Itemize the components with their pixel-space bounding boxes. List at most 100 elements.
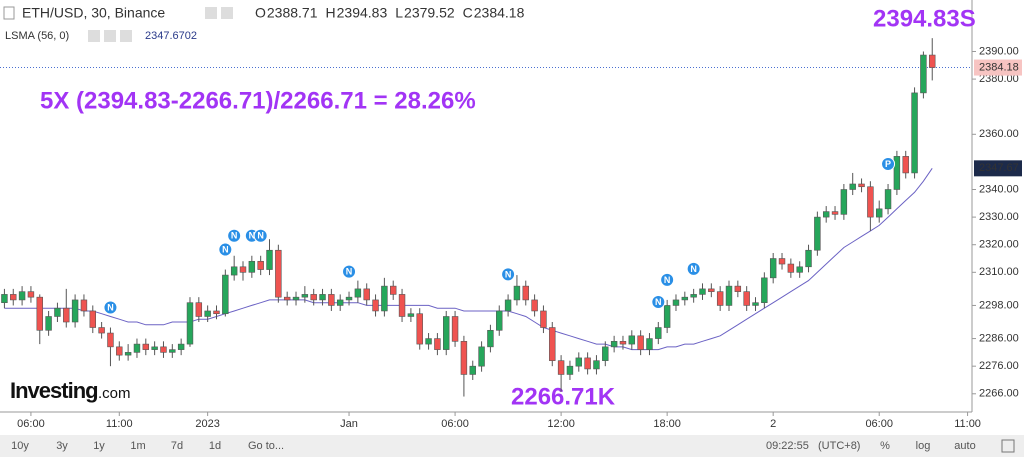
candle-body (248, 260, 256, 273)
candle-body (89, 310, 96, 328)
ohlc-label: L (395, 5, 403, 21)
candle-body (593, 360, 600, 370)
event-marker (660, 272, 675, 287)
event-label: N (346, 267, 353, 277)
x-tick-label: Jan (340, 418, 358, 430)
event-marker (686, 261, 701, 276)
event-marker (218, 242, 233, 257)
candle-body (354, 288, 362, 298)
candle-body (381, 285, 388, 312)
candle-body (283, 296, 291, 301)
event-label: N (664, 275, 671, 285)
x-tick-label: 18:00 (653, 418, 681, 430)
y-tick-label: 2286.00 (979, 332, 1019, 344)
ohlc-value: 2394.83 (337, 5, 388, 21)
candle-body (708, 288, 715, 292)
candle-body (292, 296, 300, 301)
collapse-icon (3, 6, 15, 20)
y-tick-label: 2320.00 (979, 239, 1019, 251)
header: ETH/USD, 30, Binance LSMA (56, 0) 2347.6… (3, 5, 233, 42)
candle-body (752, 302, 759, 306)
range-button[interactable]: 1y (93, 440, 105, 452)
candle-body (142, 343, 150, 350)
candle-body (169, 349, 176, 353)
candle-body (840, 189, 848, 215)
icon (205, 7, 217, 19)
y-tick-label: 2330.00 (979, 211, 1019, 223)
candle-body (345, 296, 353, 301)
ohlc-value: 2384.18 (474, 5, 525, 21)
candle-body (884, 189, 892, 210)
candle-body (239, 266, 247, 273)
range-button[interactable]: 3y (56, 440, 68, 452)
candle-body (619, 341, 627, 345)
price-label: 2384.18 (979, 61, 1019, 73)
candle-body (584, 357, 591, 370)
logo-suffix: .com (98, 385, 131, 402)
candle-body (133, 343, 141, 353)
candle-body (761, 277, 768, 303)
x-tick-label: 11:00 (954, 418, 981, 430)
candle-body (628, 335, 636, 345)
goto-button[interactable]: Go to... (248, 440, 284, 452)
candle-body (743, 291, 750, 306)
option-button[interactable]: log (916, 440, 931, 452)
x-tick-label: 06:00 (441, 418, 469, 430)
ohlc-label: C (463, 5, 473, 21)
candle-body (610, 341, 618, 348)
candle-body (496, 310, 503, 331)
symbol-title: ETH/USD, 30, Binance (22, 5, 165, 21)
candle-body (478, 346, 485, 367)
candle-body (867, 186, 874, 218)
candle-body (575, 357, 582, 367)
candle-body (390, 285, 397, 295)
candle-body (336, 299, 344, 306)
range-button[interactable]: 10y (11, 440, 29, 452)
option-button[interactable]: auto (954, 440, 975, 452)
candle-body (372, 299, 379, 312)
range-button[interactable]: 7d (171, 440, 183, 452)
candle-body (186, 302, 194, 345)
candle-body (71, 299, 79, 323)
candle-body (814, 216, 821, 251)
candle-body (230, 266, 238, 276)
candle-body (778, 258, 786, 265)
toolbar-bg (0, 435, 1024, 457)
clock: 09:22:55 (766, 440, 809, 452)
candle-body (443, 316, 450, 350)
candle-body (929, 54, 936, 68)
event-marker (501, 267, 516, 282)
event-marker (881, 156, 896, 171)
candle-body (425, 338, 432, 345)
annotation: 2394.83S (873, 5, 976, 32)
annotation: 2266.71K (511, 383, 616, 410)
price-label-box (974, 160, 1022, 177)
candle-body (716, 291, 724, 306)
y-tick-label: 2340.00 (979, 183, 1019, 195)
candle-body (858, 183, 865, 188)
range-button[interactable]: 1m (130, 440, 145, 452)
candle-body (18, 291, 26, 301)
candle-body (434, 338, 441, 350)
candle-body (460, 341, 468, 375)
candle-body (566, 365, 574, 375)
option-button[interactable]: % (880, 440, 890, 452)
range-button[interactable]: 1d (209, 440, 221, 452)
indicator-name: LSMA (56, 0) (5, 30, 69, 42)
annotation: 5X (2394.83-2266.71)/2266.71 = 28.26% (40, 87, 476, 114)
candle-body (513, 285, 521, 301)
icon (120, 30, 132, 42)
ohlc-label: O (255, 5, 266, 21)
y-tick-label: 2298.00 (979, 299, 1019, 311)
candle-body (363, 288, 370, 301)
candle-body (672, 299, 680, 306)
x-tick-label: 06:00 (17, 418, 45, 430)
y-tick-label: 2380.00 (979, 73, 1019, 85)
timezone: (UTC+8) (818, 440, 860, 452)
y-tick-label: 2360.00 (979, 128, 1019, 140)
candle-body (469, 365, 476, 375)
candle-body (195, 302, 203, 317)
icon (88, 30, 100, 42)
